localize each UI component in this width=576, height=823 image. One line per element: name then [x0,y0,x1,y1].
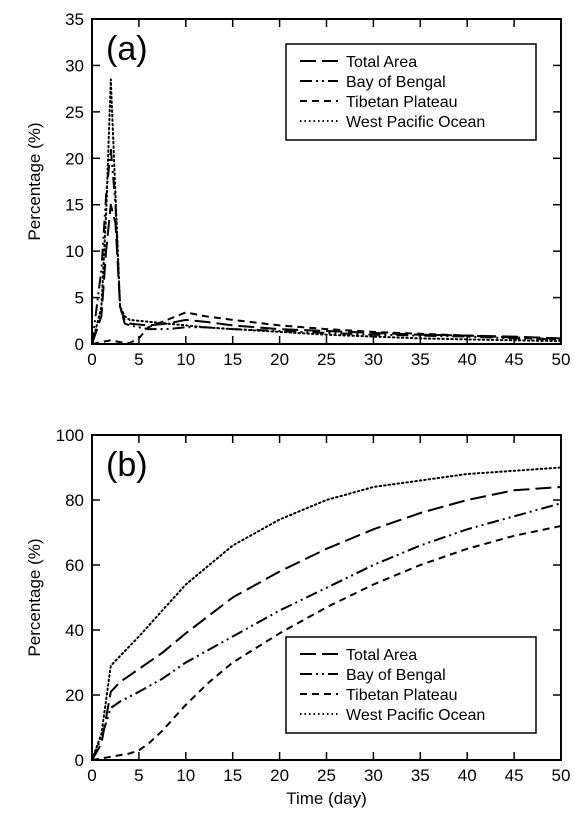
y-tick-label-a: 10 [65,242,84,261]
legend-label-west-pacific-ocean-a: West Pacific Ocean [346,114,485,131]
legend-label-tibetan-plateau-b: Tibetan Plateau [346,687,457,704]
x-tick-label-b: 30 [364,766,383,785]
series-line-tibetan-plateau-b [92,525,561,760]
panel-b: 0 5 10 15 20 25 30 35 40 45 50 0 20 40 60 80 100 Percenta… [25,426,570,808]
y-tick-label-b: 20 [65,686,84,705]
x-tick-label-a: 30 [364,350,383,369]
y-tick-label-b: 100 [56,426,84,445]
legend-a: Total Area Bay of Bengal Tibetan Plateau We… [285,43,537,141]
y-tick-label-a: 0 [75,335,84,354]
x-axis-label-b: Time (day) [286,789,367,808]
x-tick-label-a: 50 [552,350,571,369]
legend-label-total-area-a: Total Area [346,54,417,71]
x-tick-label-a: 5 [134,350,143,369]
x-tick-label-b: 15 [223,766,242,785]
legend-label-west-pacific-ocean-b: West Pacific Ocean [346,707,485,724]
series-line-total-area-b [92,486,561,760]
x-tick-label-b: 0 [87,766,96,785]
legend-label-total-area-b: Total Area [346,647,417,664]
y-tick-label-b: 0 [75,751,84,770]
panel-label-a: (a) [106,30,148,68]
y-axis-label-a: Percentage (%) [25,122,44,240]
y-tick-label-b: 40 [65,621,84,640]
x-tick-label-a: 15 [223,350,242,369]
y-tick-label-a: 35 [65,10,84,29]
x-tick-label-a: 45 [505,350,524,369]
series-line-bay-of-bengal-a [92,148,561,344]
x-tick-label-b: 35 [411,766,430,785]
y-tick-label-a: 30 [65,56,84,75]
series-line-tibetan-plateau-a [92,311,561,344]
y-tick-label-a: 25 [65,103,84,122]
legend-label-bay-of-bengal-a: Bay of Bengal [346,74,446,91]
series-line-bay-of-bengal-b [92,502,561,760]
x-tick-label-a: 35 [411,350,430,369]
panel-label-b: (b) [106,446,148,484]
legend-b: Total Area Bay of Bengal Tibetan Plateau We… [285,636,537,734]
x-tick-label-b: 25 [317,766,336,785]
x-tick-label-a: 10 [176,350,195,369]
x-tick-label-a: 25 [317,350,336,369]
y-tick-label-a: 5 [75,289,84,308]
legend-label-tibetan-plateau-a: Tibetan Plateau [346,94,457,111]
series-lines-a [92,78,561,344]
series-lines-b [92,466,561,760]
y-tick-label-b: 80 [65,491,84,510]
x-tick-label-b: 5 [134,766,143,785]
x-tick-label-a: 40 [458,350,477,369]
x-tick-label-a: 20 [270,350,289,369]
x-tick-label-b: 20 [270,766,289,785]
y-tick-label-b: 60 [65,556,84,575]
legend-label-bay-of-bengal-b: Bay of Bengal [346,667,446,684]
y-tick-label-a: 15 [65,196,84,215]
series-line-west-pacific-ocean-a [92,78,561,344]
y-tick-label-a: 20 [65,149,84,168]
x-tick-label-b: 50 [552,766,571,785]
x-tick-label-b: 10 [176,766,195,785]
panel-a: 0 5 10 15 20 25 30 35 40 45 50 0 5 10 15 20 25 30 35 Percen… [25,10,570,369]
x-tick-label-a: 0 [87,350,96,369]
y-axis-label-b: Percentage (%) [25,538,44,656]
x-tick-label-b: 40 [458,766,477,785]
series-line-west-pacific-ocean-b [92,466,561,760]
series-line-total-area-a [92,203,561,344]
x-tick-label-b: 45 [505,766,524,785]
